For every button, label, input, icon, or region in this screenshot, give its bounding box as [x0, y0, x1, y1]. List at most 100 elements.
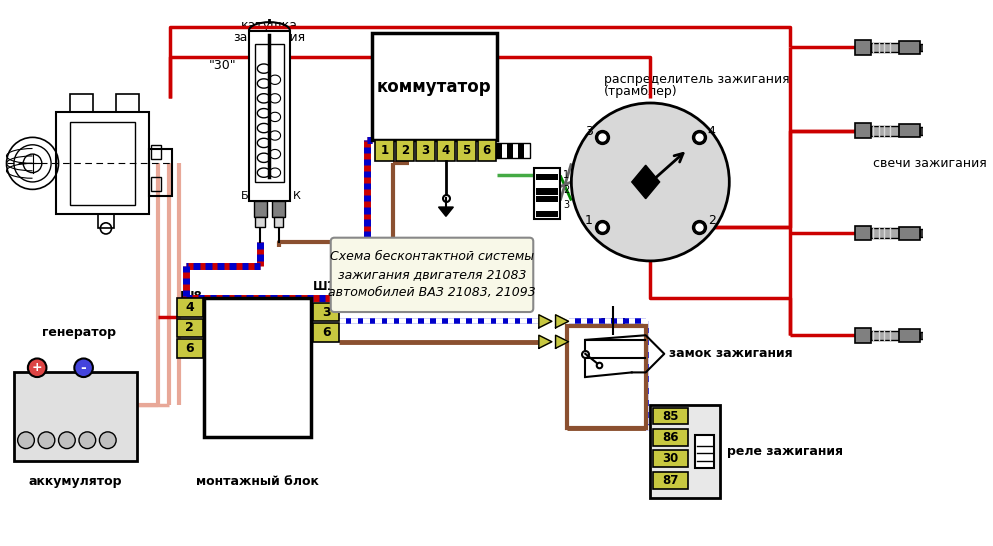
- Text: монтажный блок: монтажный блок: [196, 474, 319, 488]
- Text: коммутатор: коммутатор: [376, 78, 492, 96]
- Bar: [536, 188, 558, 195]
- Circle shape: [18, 432, 35, 449]
- Bar: [567, 326, 645, 428]
- Bar: [900, 124, 920, 138]
- Bar: [855, 123, 872, 138]
- Bar: [416, 140, 435, 161]
- Bar: [920, 127, 929, 134]
- Bar: [536, 211, 558, 217]
- Circle shape: [571, 103, 729, 261]
- FancyBboxPatch shape: [331, 238, 533, 312]
- Bar: [457, 140, 476, 161]
- Bar: [70, 94, 93, 112]
- Text: 6: 6: [322, 326, 331, 339]
- Bar: [920, 331, 929, 339]
- Text: 1: 1: [585, 215, 593, 228]
- Bar: [653, 408, 688, 424]
- Circle shape: [99, 432, 116, 449]
- Text: 86: 86: [662, 431, 679, 444]
- Bar: [536, 174, 558, 180]
- Bar: [152, 177, 161, 191]
- Bar: [177, 318, 203, 337]
- Bar: [653, 429, 688, 446]
- Text: распределитель зажигания: распределитель зажигания: [604, 73, 789, 86]
- Bar: [313, 302, 339, 321]
- Bar: [900, 41, 920, 54]
- Text: Схема бесконтактной системы
зажигания двигателя 21083
автомобилей ВАЗ 21083, 210: Схема бесконтактной системы зажигания дв…: [328, 251, 536, 299]
- Text: катушка: катушка: [241, 19, 298, 32]
- Text: 30/1: 30/1: [599, 317, 628, 330]
- Text: 4: 4: [708, 125, 716, 138]
- Bar: [650, 405, 720, 498]
- Bar: [116, 94, 139, 112]
- Polygon shape: [555, 335, 569, 348]
- Bar: [496, 143, 501, 158]
- Text: Ш1: Ш1: [313, 280, 336, 293]
- Bar: [536, 196, 558, 203]
- Bar: [534, 168, 560, 219]
- Bar: [253, 200, 267, 217]
- Bar: [653, 472, 688, 489]
- Bar: [524, 143, 529, 158]
- Text: 30: 30: [662, 452, 679, 465]
- Text: 2: 2: [563, 185, 569, 195]
- Text: +: +: [32, 361, 43, 374]
- Bar: [97, 215, 114, 228]
- Bar: [920, 229, 929, 237]
- Text: Б+: Б+: [241, 191, 258, 201]
- Text: генератор: генератор: [42, 326, 116, 339]
- Text: 3: 3: [563, 200, 569, 210]
- Bar: [177, 339, 203, 358]
- Text: 6: 6: [483, 144, 491, 157]
- Circle shape: [38, 432, 55, 449]
- Circle shape: [28, 359, 47, 377]
- Bar: [152, 145, 161, 159]
- Text: 4: 4: [185, 301, 194, 314]
- Text: Ш8: Ш8: [180, 290, 203, 302]
- Text: -: -: [80, 361, 86, 375]
- Bar: [536, 203, 558, 210]
- Bar: [149, 150, 172, 196]
- Text: 85: 85: [662, 410, 679, 423]
- Bar: [872, 330, 900, 340]
- Bar: [313, 323, 339, 342]
- Bar: [872, 126, 900, 135]
- Bar: [512, 143, 518, 158]
- Text: 3: 3: [421, 144, 430, 157]
- Text: 5: 5: [463, 144, 471, 157]
- Bar: [205, 298, 311, 437]
- Text: 15/1: 15/1: [599, 382, 628, 395]
- Bar: [872, 43, 900, 52]
- Bar: [695, 435, 714, 468]
- Bar: [501, 143, 507, 158]
- Bar: [375, 140, 394, 161]
- Polygon shape: [632, 165, 659, 199]
- Bar: [496, 143, 529, 158]
- Circle shape: [74, 359, 93, 377]
- Bar: [272, 200, 285, 217]
- Bar: [56, 112, 149, 215]
- Text: 87: 87: [662, 474, 679, 486]
- Bar: [255, 217, 265, 227]
- Bar: [900, 329, 920, 342]
- Bar: [177, 298, 203, 317]
- Bar: [536, 181, 558, 187]
- Text: 3: 3: [585, 125, 593, 138]
- Bar: [855, 40, 872, 55]
- Bar: [900, 227, 920, 240]
- Bar: [14, 372, 137, 461]
- Text: свечи зажигания: свечи зажигания: [873, 157, 987, 170]
- Polygon shape: [539, 315, 552, 328]
- Bar: [396, 140, 414, 161]
- Bar: [518, 143, 524, 158]
- Text: К: К: [293, 191, 301, 201]
- Text: 2: 2: [185, 321, 194, 334]
- Bar: [478, 140, 496, 161]
- Bar: [872, 228, 900, 238]
- Bar: [274, 217, 283, 227]
- Polygon shape: [439, 207, 454, 216]
- Bar: [920, 44, 929, 51]
- Bar: [70, 122, 135, 205]
- Bar: [371, 33, 497, 140]
- Text: зажигания: зажигания: [233, 31, 306, 44]
